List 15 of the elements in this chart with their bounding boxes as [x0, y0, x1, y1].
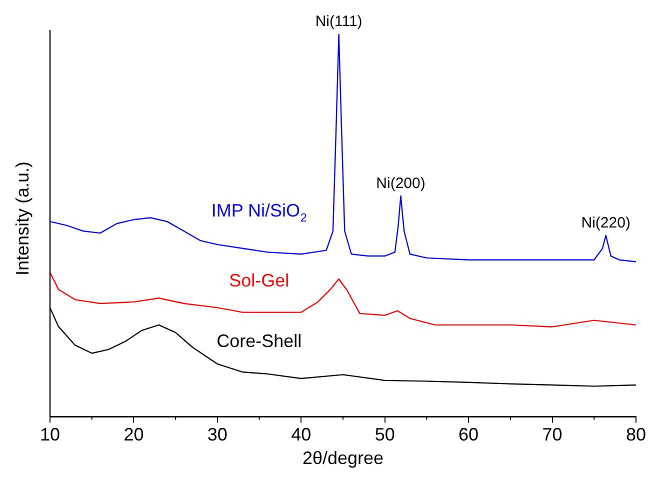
- annotation: Ni(220): [581, 214, 630, 232]
- x-tick-label: 30: [207, 424, 228, 445]
- series-label: Sol-Gel: [229, 270, 290, 290]
- x-tick-label: 70: [542, 424, 562, 445]
- annotation: Ni(200): [376, 174, 426, 192]
- annotation: Ni(111): [315, 13, 362, 30]
- x-tick-label: 20: [124, 424, 144, 445]
- series-label: Core-Shell: [216, 330, 302, 351]
- y-axis-title: Intensity (a.u.): [12, 160, 34, 276]
- x-tick-label: 10: [40, 424, 60, 445]
- x-tick-label: 80: [626, 424, 646, 445]
- x-tick-label: 40: [291, 424, 312, 445]
- x-tick-label: 60: [458, 424, 479, 445]
- x-axis-title: 2θ/degree: [302, 448, 384, 468]
- x-tick-label: 50: [374, 424, 395, 445]
